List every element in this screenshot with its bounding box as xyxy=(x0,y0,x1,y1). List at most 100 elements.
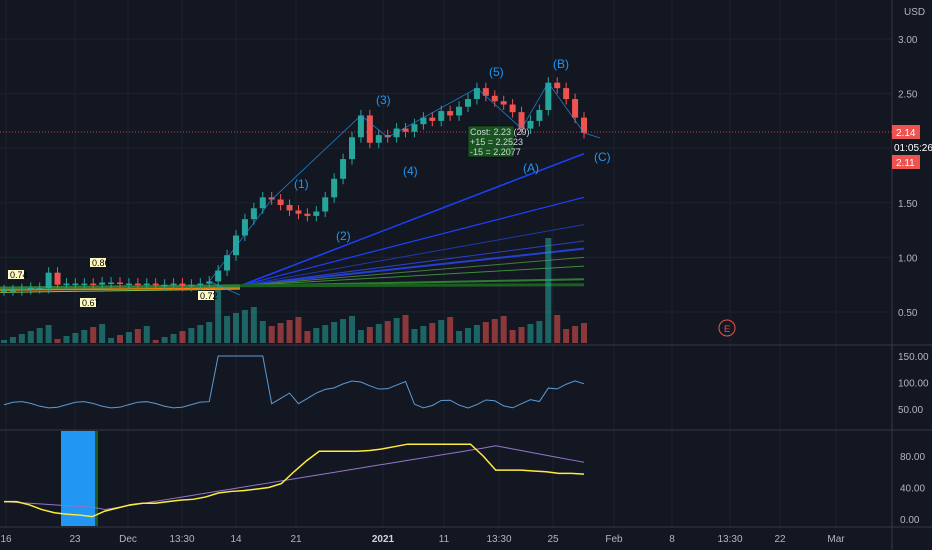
volume-bar xyxy=(545,238,552,343)
svg-text:01:05:26: 01:05:26 xyxy=(894,143,932,154)
time-tick-label: Mar xyxy=(827,534,845,545)
volume-bar xyxy=(500,316,507,343)
candle-body xyxy=(429,117,436,121)
time-tick-label: 8 xyxy=(669,534,675,545)
candle-body xyxy=(1,290,7,292)
oscillator-line xyxy=(4,443,585,518)
volume-bar xyxy=(295,317,302,343)
volume-bar xyxy=(581,323,587,343)
candle-body xyxy=(215,270,222,282)
volume-bar xyxy=(473,325,480,343)
candle-body xyxy=(72,283,79,286)
candle-body xyxy=(384,135,391,138)
wave-label-1: (1) xyxy=(294,177,309,191)
rsi-tick-label: 150.00 xyxy=(898,352,929,363)
price-tick-label: 1.00 xyxy=(898,253,918,264)
volume-bar xyxy=(411,329,418,343)
price-axis[interactable]: 3.002.502.001.501.000.50 xyxy=(898,35,918,319)
volume-bar xyxy=(438,320,445,343)
candle-body xyxy=(81,283,88,286)
candle-body xyxy=(295,210,302,214)
volume-bar xyxy=(90,327,97,343)
candle-body xyxy=(473,88,480,100)
price-tick-label: 0.50 xyxy=(898,308,918,319)
wave-label-c: (C) xyxy=(594,150,611,164)
volume-bar xyxy=(125,332,132,343)
moving-average-line xyxy=(239,247,585,287)
oscillator-axis[interactable]: 80.00 40.00 0.00 xyxy=(900,452,925,526)
grid-lines xyxy=(0,0,892,527)
candle-body xyxy=(447,111,454,116)
volume-bar xyxy=(241,310,248,343)
wave-label-4: (4) xyxy=(403,164,418,178)
volume-bar xyxy=(375,324,382,343)
moving-average-lines xyxy=(0,152,585,293)
price-candles[interactable] xyxy=(1,77,587,296)
candle-body xyxy=(188,284,195,287)
candle-body xyxy=(393,128,400,138)
candle-body xyxy=(357,115,364,138)
moving-average-line xyxy=(239,152,585,287)
volume-bar xyxy=(313,328,320,343)
candle-body xyxy=(322,197,329,212)
candle-body xyxy=(206,281,213,284)
price-tag: 0.74 xyxy=(8,270,28,280)
countdown-badge: 01:05:26 xyxy=(892,140,932,154)
candle-body xyxy=(179,283,186,286)
volume-bar xyxy=(27,331,34,343)
volume-bar xyxy=(482,322,489,343)
moving-average-line xyxy=(239,283,585,288)
price-tag: 0.72 xyxy=(198,291,218,301)
candle-body xyxy=(465,99,471,107)
volume-bar xyxy=(197,325,204,343)
moving-average-line xyxy=(239,240,585,287)
candle-body xyxy=(340,159,347,179)
candle-body xyxy=(349,137,355,160)
earnings-marker[interactable]: E xyxy=(718,319,736,337)
candle-body xyxy=(268,197,275,200)
time-axis[interactable]: 16 23 Dec 13:30 14 21 2021 11 13:30 25 Feb 8 13:30 22… xyxy=(0,534,845,545)
candle-body xyxy=(420,117,427,125)
volume-bar xyxy=(9,337,16,343)
candle-body xyxy=(313,211,320,216)
cost-info-box: Cost: 2.23 (29) +15 = 2.2523 -15 = 2.207… xyxy=(467,125,530,158)
time-tick-label: 25 xyxy=(547,534,559,545)
volume-bar xyxy=(563,329,570,343)
price-tag: 0.86 xyxy=(90,258,110,268)
wave-label-a: (A) xyxy=(523,161,539,175)
volume-bar xyxy=(250,307,257,343)
candle-body xyxy=(482,88,489,96)
time-tick-label: 16 xyxy=(0,534,12,545)
price-tick-label: 3.00 xyxy=(898,35,918,46)
svg-text:Cost: 2.23 (29): Cost: 2.23 (29) xyxy=(470,127,530,137)
svg-text:2.11: 2.11 xyxy=(896,158,915,169)
candle-body xyxy=(233,235,239,256)
volume-bar xyxy=(1,340,7,343)
candle-body xyxy=(456,106,463,116)
current-price-badge: 2.14 xyxy=(892,125,920,139)
volume-bar xyxy=(63,336,70,343)
candle-body xyxy=(9,290,16,292)
wave-label-3: (3) xyxy=(376,93,391,107)
candle-body xyxy=(304,213,311,216)
volume-bar xyxy=(393,318,400,343)
volume-bar xyxy=(340,319,347,343)
secondary-price-badge: 2.11 xyxy=(892,155,920,169)
volume-bar xyxy=(259,321,266,343)
time-tick-label: 2021 xyxy=(372,534,395,545)
volume-bar xyxy=(161,337,168,343)
candle-body xyxy=(117,282,123,285)
volume-bar xyxy=(224,316,231,343)
svg-text:2.14: 2.14 xyxy=(896,128,916,139)
rsi-axis[interactable]: 150.00 100.00 50.00 xyxy=(898,352,929,416)
price-tick-label: 2.50 xyxy=(898,90,918,101)
rsi-tick-label: 100.00 xyxy=(898,379,929,390)
wave-label-2: (2) xyxy=(336,229,351,243)
price-tick-label: 1.50 xyxy=(898,199,918,210)
candle-body xyxy=(224,255,231,271)
volume-bar xyxy=(304,331,311,343)
time-tick-label: 21 xyxy=(290,534,302,545)
oscillator-tick-label: 40.00 xyxy=(900,484,925,495)
oscillator-tick-label: 0.00 xyxy=(900,515,920,526)
